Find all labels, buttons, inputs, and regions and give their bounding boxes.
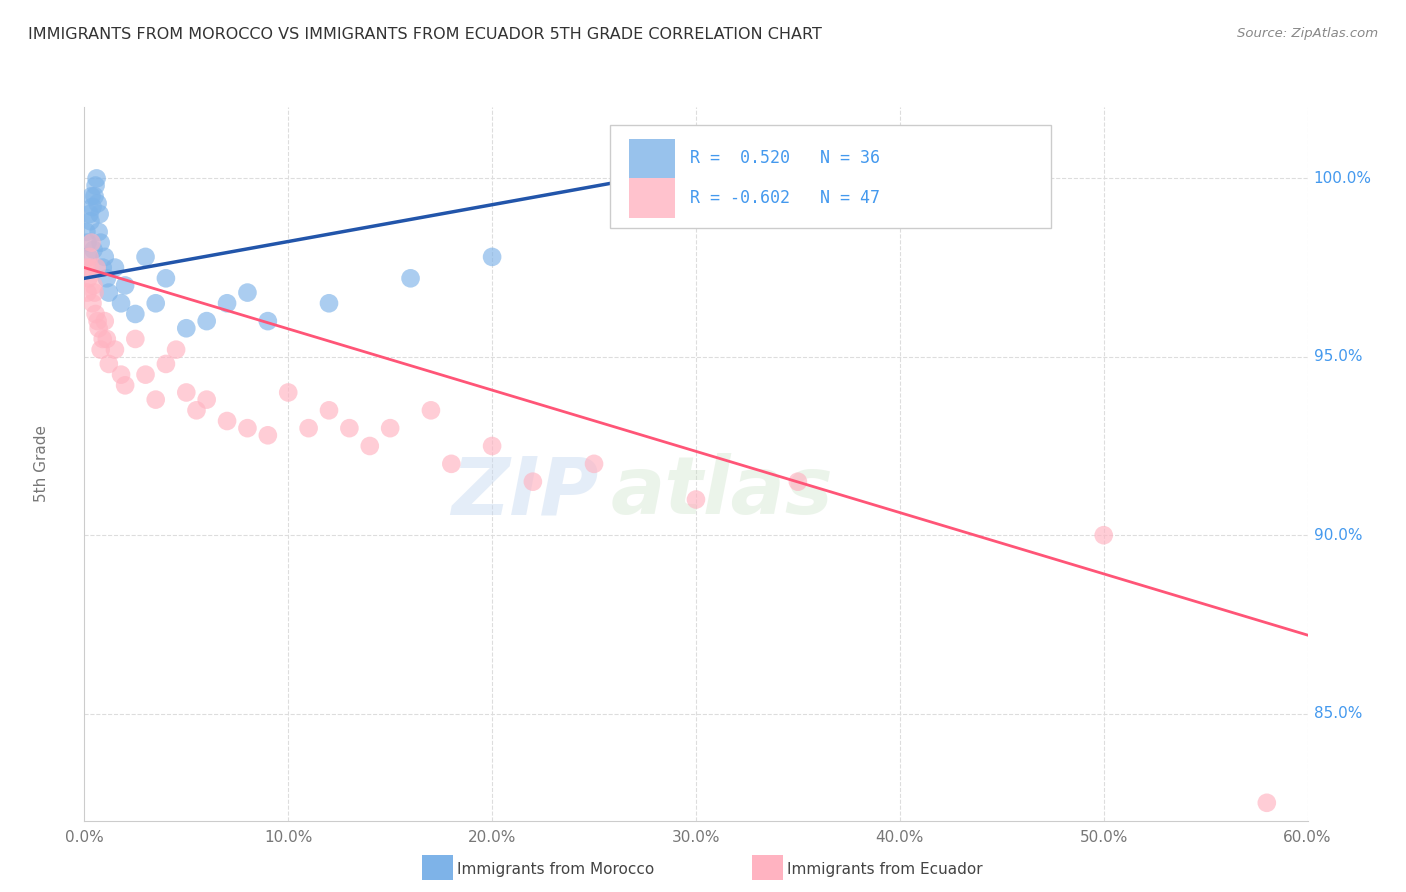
- Point: [685, 492, 707, 507]
- Point: [110, 368, 132, 382]
- Point: [79, 260, 101, 275]
- Point: [87, 225, 110, 239]
- Point: [87, 321, 110, 335]
- Point: [83, 278, 105, 293]
- Point: [124, 307, 146, 321]
- Point: [80, 189, 103, 203]
- Bar: [628, 139, 675, 178]
- Point: [83, 285, 105, 300]
- Point: [420, 403, 443, 417]
- Point: [84, 307, 107, 321]
- Point: [76, 235, 98, 250]
- Point: [84, 178, 107, 193]
- Point: [339, 421, 360, 435]
- Point: [82, 200, 104, 214]
- Point: [399, 271, 422, 285]
- Point: [80, 235, 103, 250]
- Point: [217, 296, 239, 310]
- Point: [90, 343, 112, 357]
- Point: [359, 439, 381, 453]
- Point: [257, 314, 280, 328]
- Point: [75, 225, 97, 239]
- Point: [79, 214, 101, 228]
- Point: [90, 235, 112, 250]
- Point: [195, 314, 218, 328]
- Text: 85.0%: 85.0%: [1313, 706, 1362, 721]
- Point: [174, 321, 197, 335]
- Text: 95.0%: 95.0%: [1313, 350, 1362, 364]
- Text: atlas: atlas: [610, 453, 834, 532]
- Point: [91, 332, 114, 346]
- Text: Immigrants from Morocco: Immigrants from Morocco: [457, 863, 654, 877]
- Point: [97, 285, 120, 300]
- Point: [481, 250, 503, 264]
- Point: [318, 403, 340, 417]
- Text: ZIP: ZIP: [451, 453, 598, 532]
- FancyBboxPatch shape: [610, 125, 1050, 228]
- Point: [1092, 528, 1115, 542]
- Text: Immigrants from Ecuador: Immigrants from Ecuador: [787, 863, 983, 877]
- Point: [624, 200, 647, 214]
- Point: [104, 260, 127, 275]
- Point: [77, 250, 100, 264]
- Point: [75, 260, 97, 275]
- Point: [93, 250, 115, 264]
- Point: [298, 421, 321, 435]
- Point: [76, 285, 98, 300]
- Point: [440, 457, 463, 471]
- Point: [277, 385, 299, 400]
- Point: [318, 296, 340, 310]
- Point: [145, 392, 167, 407]
- Point: [195, 392, 218, 407]
- Point: [725, 164, 748, 178]
- Text: 5th Grade: 5th Grade: [34, 425, 49, 502]
- Point: [83, 189, 105, 203]
- Point: [86, 171, 108, 186]
- Point: [110, 296, 132, 310]
- Point: [380, 421, 402, 435]
- Text: Source: ZipAtlas.com: Source: ZipAtlas.com: [1237, 27, 1378, 40]
- Point: [481, 439, 503, 453]
- Point: [155, 271, 177, 285]
- Point: [257, 428, 280, 442]
- Bar: [628, 178, 675, 218]
- Point: [114, 378, 136, 392]
- Point: [77, 271, 100, 285]
- Point: [97, 357, 120, 371]
- Point: [217, 414, 239, 428]
- Point: [79, 250, 101, 264]
- Text: R =  0.520   N = 36: R = 0.520 N = 36: [690, 150, 880, 168]
- Point: [236, 421, 259, 435]
- Point: [104, 343, 127, 357]
- Point: [124, 332, 146, 346]
- Point: [582, 457, 605, 471]
- Point: [165, 343, 187, 357]
- Point: [86, 196, 108, 211]
- Point: [93, 314, 115, 328]
- Point: [135, 368, 157, 382]
- Point: [787, 475, 810, 489]
- Point: [135, 250, 157, 264]
- Point: [114, 278, 136, 293]
- Text: 90.0%: 90.0%: [1313, 528, 1362, 542]
- Point: [1256, 796, 1278, 810]
- Text: 100.0%: 100.0%: [1313, 171, 1372, 186]
- Point: [236, 285, 259, 300]
- Point: [145, 296, 167, 310]
- Point: [86, 260, 108, 275]
- Point: [96, 271, 118, 285]
- Point: [86, 314, 108, 328]
- Point: [155, 357, 177, 371]
- Point: [186, 403, 208, 417]
- Point: [89, 207, 111, 221]
- Point: [174, 385, 197, 400]
- Point: [79, 207, 101, 221]
- Text: R = -0.602   N = 47: R = -0.602 N = 47: [690, 189, 880, 207]
- Point: [91, 260, 114, 275]
- Point: [83, 243, 105, 257]
- Text: IMMIGRANTS FROM MOROCCO VS IMMIGRANTS FROM ECUADOR 5TH GRADE CORRELATION CHART: IMMIGRANTS FROM MOROCCO VS IMMIGRANTS FR…: [28, 27, 823, 42]
- Point: [96, 332, 118, 346]
- Point: [522, 475, 544, 489]
- Point: [82, 296, 104, 310]
